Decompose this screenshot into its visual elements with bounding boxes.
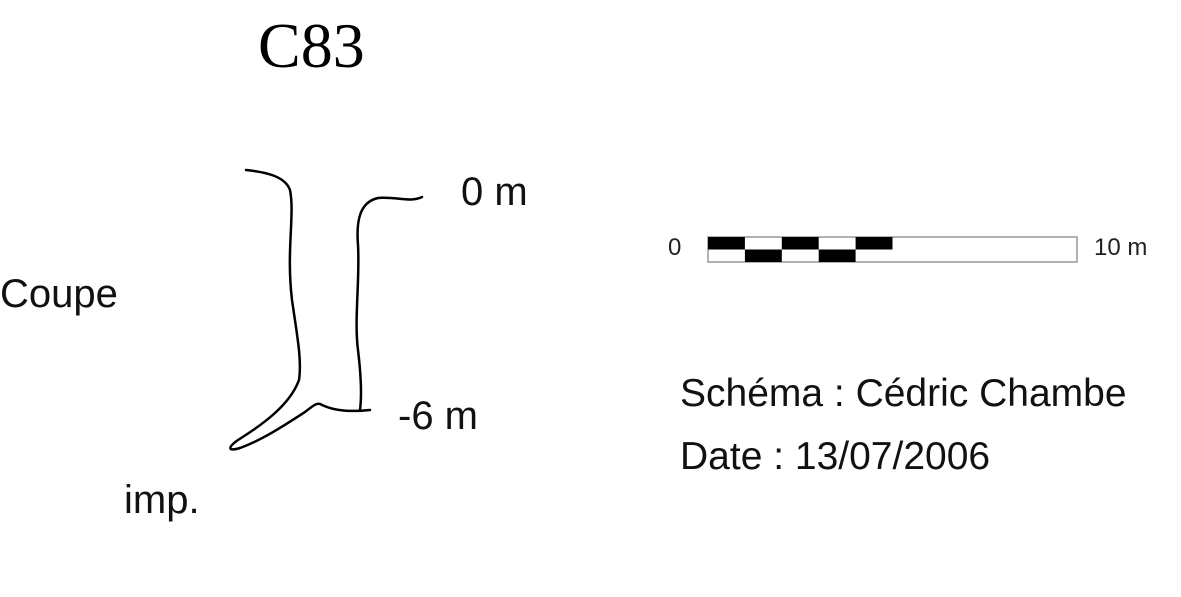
- diagram-title: C83: [258, 10, 365, 81]
- scale-bar-segment: [744, 249, 782, 262]
- scale-bar-segment: [818, 249, 856, 262]
- impassable-label: imp.: [124, 478, 200, 522]
- section-label: Coupe: [0, 272, 118, 316]
- shaft-left-wall: [229, 168, 372, 451]
- scale-bar-segment: [708, 237, 745, 250]
- shaft-right-wall: [355, 195, 424, 412]
- author-credit: Schéma : Cédric Chambe: [680, 372, 1127, 415]
- scale-bar: [707, 236, 1078, 263]
- depth-top-label: 0 m: [461, 170, 528, 214]
- date-credit: Date : 13/07/2006: [680, 435, 991, 478]
- depth-bottom-label: -6 m: [398, 394, 478, 438]
- scale-end-label: 10 m: [1094, 234, 1148, 261]
- scale-start-label: 0: [668, 234, 682, 261]
- scale-bar-segment: [855, 237, 893, 250]
- scale-bar-segment: [781, 237, 819, 250]
